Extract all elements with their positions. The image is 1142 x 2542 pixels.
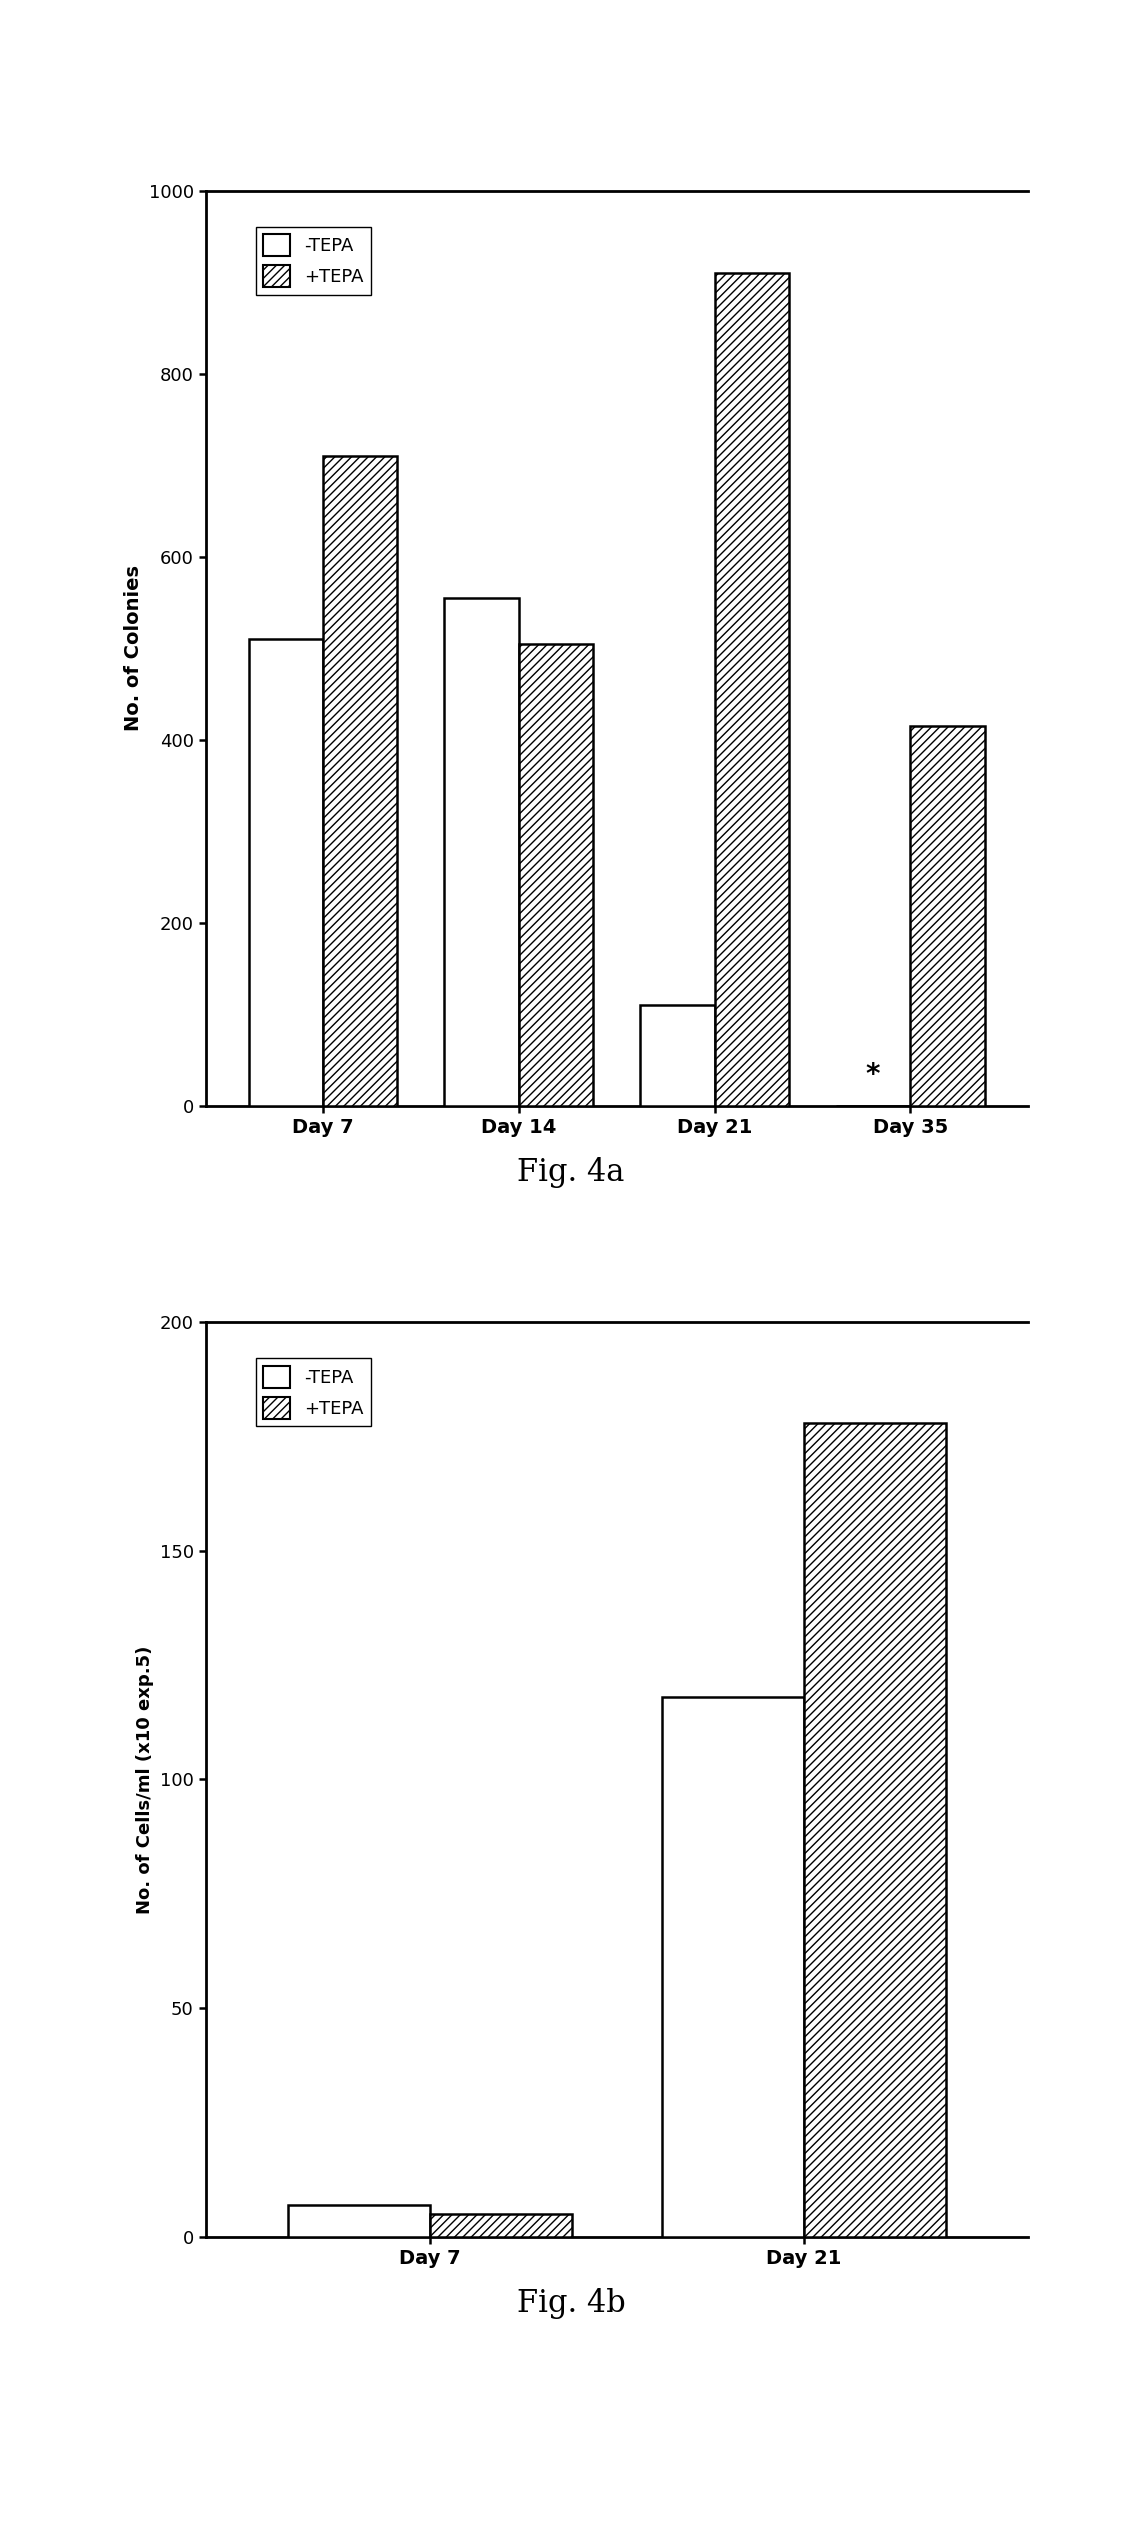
Text: *: *	[866, 1063, 880, 1091]
Text: Fig. 4b: Fig. 4b	[516, 2288, 626, 2318]
Bar	[518, 643, 593, 1106]
Bar	[910, 727, 984, 1106]
Text: Fig. 4a: Fig. 4a	[517, 1157, 625, 1187]
Y-axis label: No. of Colonies: No. of Colonies	[124, 564, 143, 732]
Bar	[429, 2214, 572, 2237]
Y-axis label: No. of Cells/ml (x10 exp.5): No. of Cells/ml (x10 exp.5)	[136, 1645, 154, 1914]
Bar	[804, 1424, 946, 2237]
Bar	[288, 2204, 429, 2237]
Legend: -TEPA, +TEPA: -TEPA, +TEPA	[256, 226, 371, 295]
Bar	[661, 1698, 804, 2237]
Bar	[715, 272, 789, 1106]
Bar	[444, 597, 518, 1106]
Bar	[323, 455, 397, 1106]
Bar	[641, 1004, 715, 1106]
Bar	[249, 638, 323, 1106]
Legend: -TEPA, +TEPA: -TEPA, +TEPA	[256, 1357, 371, 1426]
